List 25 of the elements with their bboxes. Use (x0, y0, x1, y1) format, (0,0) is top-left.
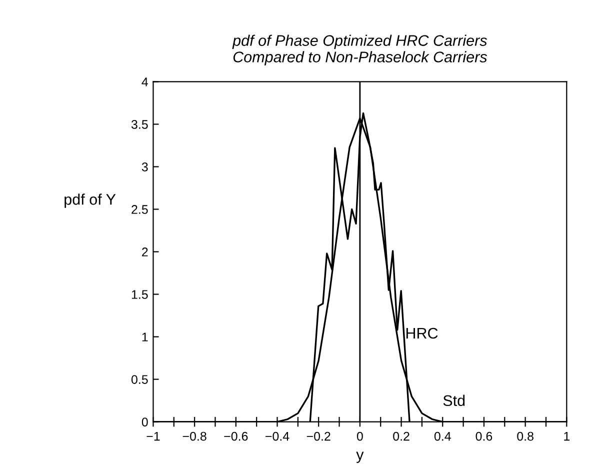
chart-title: pdf of Phase Optimized HRC Carriers Compared to Non-Phaselock Carriers (232, 34, 487, 66)
x-tick-label: −0.6 (224, 432, 248, 441)
x-tick-label: 0.2 (393, 432, 410, 441)
x-tick-label: 0.4 (434, 432, 451, 441)
x-tick-label: −0.4 (266, 432, 290, 441)
x-tick-label: 1 (564, 432, 570, 441)
y-tick-label: 0.5 (131, 375, 148, 384)
y-tick-label: 4 (142, 78, 148, 86)
x-tick-label: −0.8 (182, 432, 206, 441)
series-label: HRC (406, 328, 438, 339)
y-tick-label: 3 (142, 162, 148, 172)
x-axis-title: y (356, 452, 364, 463)
x-tick-label: −0.2 (306, 432, 330, 441)
y-tick-label: 2 (142, 248, 148, 256)
y-tick-label: 1 (142, 332, 148, 342)
x-tick-label: −1 (146, 432, 160, 441)
y-tick-label: 3.5 (131, 120, 148, 129)
series-label: Std (443, 394, 465, 406)
x-tick-label: 0 (356, 432, 363, 441)
y-tick-label: 1.5 (132, 290, 148, 299)
y-tick-label: 0 (142, 418, 148, 426)
x-tick-label: 0.6 (476, 432, 492, 441)
y-axis-title: pdf of Y (64, 194, 116, 208)
y-tick-label: 2.5 (132, 205, 148, 214)
x-tick-label: 0.8 (517, 432, 534, 441)
